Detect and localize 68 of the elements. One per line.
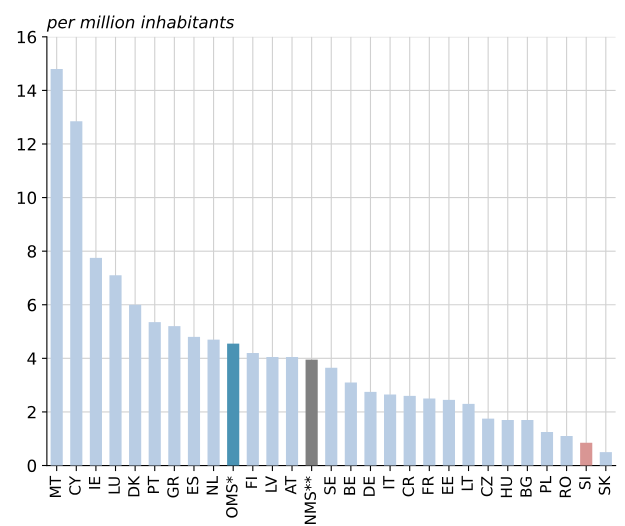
x-tick-label: BE bbox=[344, 476, 356, 495]
x-tick-label: PT bbox=[148, 476, 159, 493]
x-tick-label: GR bbox=[167, 476, 179, 498]
x-tick-label: DE bbox=[364, 476, 375, 496]
bar bbox=[364, 392, 377, 466]
bar bbox=[462, 404, 475, 466]
x-tick-label: FI bbox=[246, 477, 258, 488]
x-tick-label: SK bbox=[598, 476, 610, 495]
bar bbox=[482, 418, 494, 466]
x-tick-label: IE bbox=[88, 476, 100, 489]
bar bbox=[208, 340, 220, 466]
bar bbox=[404, 396, 416, 466]
x-tick-label: PL bbox=[540, 476, 552, 492]
bar bbox=[423, 398, 436, 466]
x-tick-label: BG bbox=[520, 477, 532, 496]
x-tick-label: RO bbox=[559, 476, 572, 498]
x-tick-label: DK bbox=[128, 476, 140, 496]
x-tick-label: LU bbox=[108, 477, 120, 494]
x-tick-label: LT bbox=[462, 476, 473, 490]
x-tick-label: AT bbox=[285, 476, 296, 494]
y-tick-label: 0 bbox=[28, 459, 36, 472]
bar bbox=[168, 326, 180, 466]
y-tick-label: 8 bbox=[28, 245, 36, 258]
bar bbox=[70, 121, 82, 466]
x-tick-label: CR bbox=[402, 476, 414, 496]
x-tick-label: CZ bbox=[481, 476, 493, 496]
bar bbox=[384, 394, 396, 466]
x-tick-label: FR bbox=[422, 476, 434, 494]
y-tick-label: 4 bbox=[27, 352, 36, 365]
y-tick-label: 6 bbox=[28, 298, 36, 312]
x-tick-label: SE bbox=[324, 476, 336, 494]
x-tick-label: LV bbox=[265, 476, 277, 492]
bar bbox=[266, 357, 278, 466]
x-tick-label: OMS* bbox=[226, 476, 238, 518]
bar bbox=[148, 322, 161, 466]
bar bbox=[50, 68, 63, 466]
y-tick-label: 16 bbox=[18, 30, 36, 44]
x-tick-label: HU bbox=[500, 477, 512, 498]
bar bbox=[286, 357, 298, 466]
x-tick-label: ES bbox=[186, 476, 198, 494]
y-tick-label: 10 bbox=[18, 192, 36, 204]
y-tick-label: 2 bbox=[28, 406, 36, 418]
x-tick-label: IT bbox=[383, 476, 394, 488]
bar bbox=[540, 432, 554, 466]
x-tick-label: EE bbox=[442, 476, 454, 494]
bar bbox=[246, 352, 259, 466]
bar bbox=[442, 400, 455, 466]
bar bbox=[90, 258, 102, 466]
bar bbox=[521, 420, 534, 466]
x-tick-label: CY bbox=[69, 476, 81, 495]
bar bbox=[306, 360, 318, 466]
bar bbox=[344, 382, 357, 466]
bar bbox=[188, 336, 200, 466]
y-tick-label: 12 bbox=[18, 138, 36, 150]
bar bbox=[580, 442, 592, 466]
x-tick-label: NL bbox=[206, 476, 218, 494]
bar bbox=[227, 344, 240, 466]
bar bbox=[502, 420, 514, 466]
x-tick-label: NMS** bbox=[304, 476, 316, 524]
bar bbox=[109, 275, 122, 466]
bar bbox=[560, 436, 573, 466]
bar bbox=[325, 368, 338, 466]
x-tick-label: MT bbox=[50, 476, 61, 497]
chart-title: per million inhabitants bbox=[46, 16, 234, 32]
bar bbox=[129, 304, 142, 466]
bar bbox=[600, 452, 612, 466]
y-tick-label: 14 bbox=[18, 84, 36, 97]
x-tick-label: SI bbox=[579, 477, 591, 490]
